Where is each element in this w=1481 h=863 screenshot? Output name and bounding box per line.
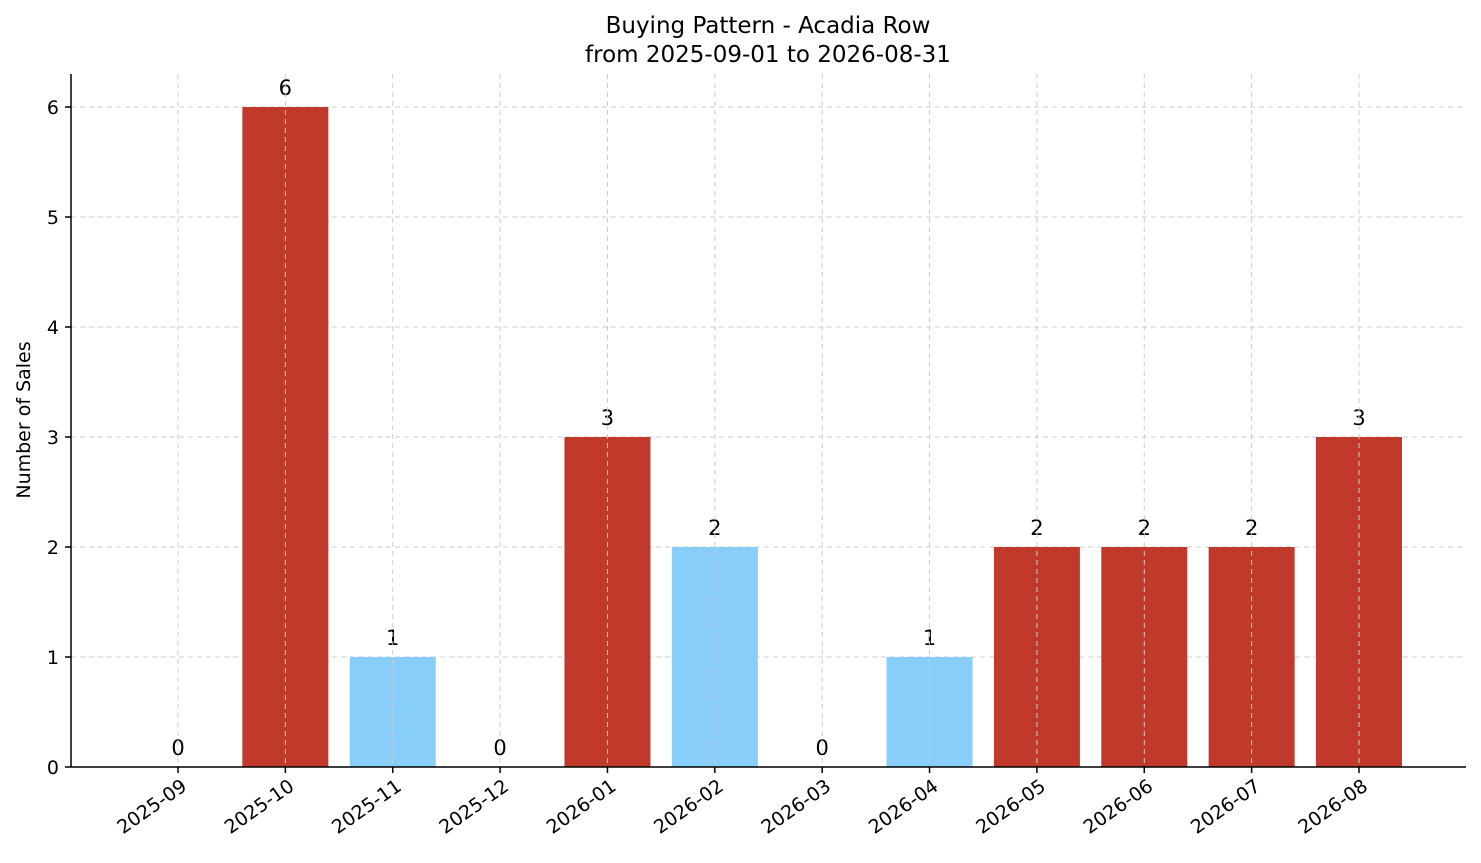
- bar-2026-07: [1208, 547, 1295, 767]
- x-tick-label-2025-11: 2025-11: [328, 775, 406, 839]
- x-tick-label-2025-09: 2025-09: [113, 775, 191, 839]
- x-tick-label-2026-06: 2026-06: [1079, 775, 1157, 839]
- x-tick-label-2026-05: 2026-05: [972, 775, 1050, 839]
- y-tick-label: 4: [47, 317, 59, 339]
- x-tick-label-2025-10: 2025-10: [221, 775, 299, 839]
- chart-subtitle: from 2025-09-01 to 2026-08-31: [585, 42, 951, 68]
- x-tick-label-2026-01: 2026-01: [543, 775, 621, 839]
- bar-2026-06: [1101, 547, 1188, 767]
- y-tick-label: 6: [47, 97, 59, 119]
- x-tick-label-2026-04: 2026-04: [865, 775, 943, 839]
- y-tick-label: 3: [47, 427, 59, 449]
- data-label-2025-09: 0: [171, 736, 184, 760]
- x-tick-label-2026-03: 2026-03: [757, 775, 835, 839]
- y-tick-label: 1: [47, 647, 59, 669]
- y-tick-label: 5: [47, 207, 59, 229]
- x-tick-label-2026-02: 2026-02: [650, 775, 728, 839]
- data-label-2025-11: 1: [386, 626, 399, 650]
- bar-2026-02: [671, 547, 758, 767]
- bar-2026-05: [993, 547, 1080, 767]
- x-tick-label-2025-12: 2025-12: [435, 775, 513, 839]
- data-label-2026-03: 0: [815, 736, 828, 760]
- x-tick-label-2026-07: 2026-07: [1187, 775, 1265, 839]
- bar-2026-04: [886, 657, 973, 767]
- y-axis-label: Number of Sales: [13, 341, 35, 498]
- data-label-2026-04: 1: [923, 626, 936, 650]
- y-tick-label: 0: [47, 757, 59, 779]
- data-label-2025-12: 0: [493, 736, 506, 760]
- x-tick-label-2026-08: 2026-08: [1294, 775, 1372, 839]
- bar-2025-11: [349, 657, 436, 767]
- chart-title: Buying Pattern - Acadia Row: [606, 13, 931, 39]
- y-tick-label: 2: [47, 537, 59, 559]
